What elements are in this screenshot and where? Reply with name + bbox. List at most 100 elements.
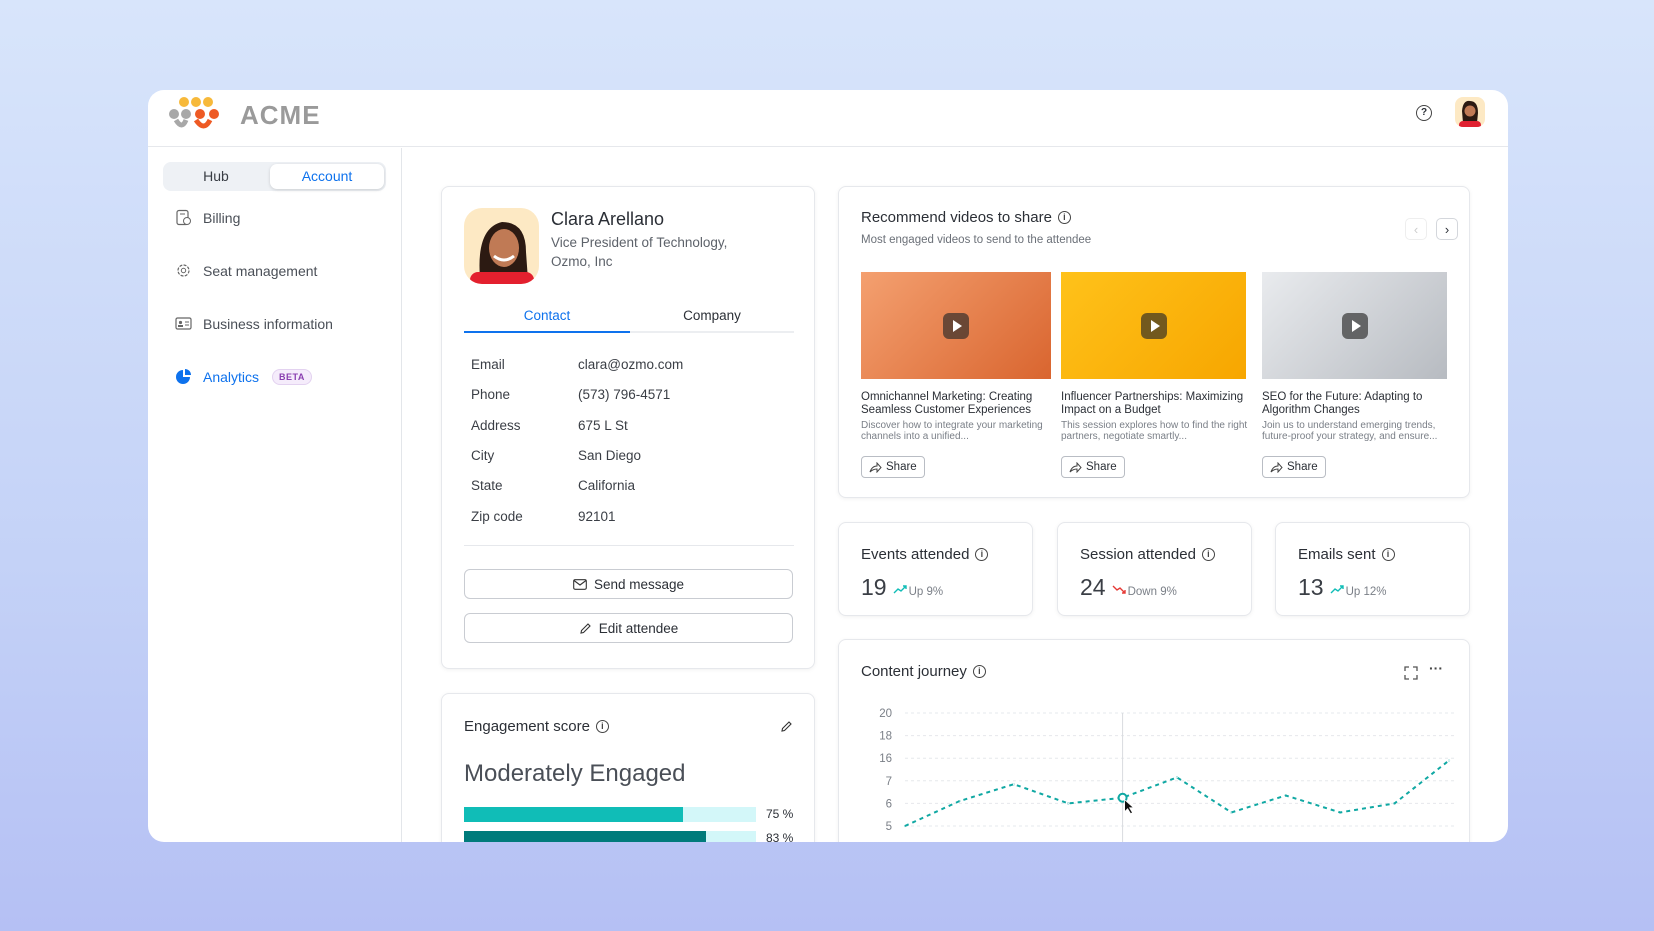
edit-attendee-button[interactable]: Edit attendee: [464, 613, 793, 643]
video-thumbnail[interactable]: [861, 272, 1051, 379]
stat-trend: Up 9%: [908, 586, 944, 598]
user-avatar[interactable]: [1455, 97, 1485, 127]
app-name: ACME: [240, 100, 321, 130]
share-label: Share: [886, 461, 917, 473]
info-icon[interactable]: i: [1057, 211, 1071, 224]
stat-title: Emails sent i: [1298, 546, 1395, 563]
attendee-name: Clara Arellano: [551, 209, 665, 229]
company-line: Ozmo, Inc: [551, 254, 613, 269]
content-journey-chart: 20 18 16 7 6 5: [879, 708, 1454, 842]
pencil-icon: [580, 622, 591, 634]
video-description: Discover how to integrate your marketing…: [861, 420, 1043, 442]
info-icon[interactable]: i: [972, 665, 986, 678]
sidebar-item-billing[interactable]: Billing: [175, 209, 240, 226]
envelope-icon: [573, 578, 587, 590]
content-journey-title: Content journey i: [861, 663, 986, 680]
share-icon: [869, 461, 882, 473]
play-icon[interactable]: [943, 312, 969, 339]
billing-icon: [176, 209, 191, 226]
app-window: ACME ? Hub Account Billing Seat manageme…: [148, 90, 1508, 842]
field-value: San Diego: [578, 447, 642, 463]
video-thumbnail[interactable]: [1262, 272, 1447, 379]
stat-value: 19: [861, 574, 887, 600]
tab-company[interactable]: Company: [683, 308, 741, 323]
info-icon[interactable]: i: [975, 548, 989, 561]
play-icon[interactable]: [1140, 312, 1167, 339]
share-button[interactable]: Share: [1262, 456, 1326, 478]
share-icon: [1069, 461, 1082, 473]
trend-up-icon: [1330, 585, 1344, 594]
trend-up-icon: [893, 585, 907, 594]
pie-chart-icon: [176, 369, 191, 384]
engagement-bar-1: [464, 807, 756, 822]
engagement-bar-fill: [464, 807, 683, 822]
field-label: City: [471, 447, 495, 463]
field-label: State: [471, 478, 503, 494]
sidebar-item-seat-management[interactable]: Seat management: [175, 262, 317, 279]
stat-value: 13: [1298, 574, 1324, 600]
edit-attendee-label: Edit attendee: [598, 620, 679, 636]
more-options-icon[interactable]: ···: [1429, 660, 1443, 676]
info-icon[interactable]: i: [1201, 548, 1215, 561]
contact-field-row: Address 675 L St: [471, 417, 628, 433]
stat-title: Events attended i: [861, 546, 989, 563]
contact-field-row: Zip code 92101: [471, 509, 616, 524]
mouse-cursor-icon: [1124, 798, 1135, 815]
sidebar-item-label: Billing: [203, 209, 241, 226]
attendee-title: Vice President of Technology, Ozmo, Inc: [551, 233, 727, 271]
engagement-pct-2: 83 %: [766, 831, 794, 842]
sidebar: Hub Account Billing Seat management Busi…: [148, 148, 402, 842]
tab-account[interactable]: Account: [270, 164, 384, 189]
share-button[interactable]: Share: [1061, 456, 1125, 478]
attendee-avatar: [464, 208, 539, 284]
sidebar-item-analytics[interactable]: Analytics BETA: [175, 368, 312, 385]
pencil-icon[interactable]: [780, 720, 793, 733]
tab-contact[interactable]: Contact: [464, 308, 630, 333]
field-label: Address: [471, 417, 521, 433]
stat-value: 24: [1080, 574, 1106, 600]
recommended-videos-card: Recommend videos to share i Most engaged …: [838, 186, 1470, 498]
hub-account-toggle: Hub Account: [163, 162, 386, 191]
prev-button[interactable]: ‹: [1405, 218, 1427, 240]
expand-icon[interactable]: [1404, 666, 1418, 680]
series-line: [904, 759, 1450, 827]
contact-field-row: State California: [471, 478, 635, 494]
tab-hub[interactable]: Hub: [203, 168, 229, 184]
stat-trend: Up 12%: [1345, 586, 1387, 598]
content-journey-card: Content journey i ··· 20 18 16 7 6 5: [838, 639, 1470, 842]
id-card-icon: [175, 317, 192, 330]
video-description: This session explores how to find the ri…: [1061, 420, 1248, 442]
field-label: Email: [471, 357, 505, 372]
y-tick-label: 6: [886, 798, 892, 810]
field-value: 675 L St: [578, 417, 628, 433]
contact-field-row: Phone (573) 796-4571: [471, 387, 670, 403]
stat-title-text: Events attended: [861, 546, 970, 563]
send-message-button[interactable]: Send message: [464, 569, 793, 599]
video-description: Join us to understand emerging trends, f…: [1262, 420, 1438, 442]
engagement-bar-2: [464, 831, 756, 842]
stat-value-row: 13 Up 12%: [1298, 574, 1387, 601]
video-title[interactable]: Omnichannel Marketing: Creating Seamless…: [861, 391, 1033, 416]
video-title[interactable]: Influencer Partnerships: Maximizing Impa…: [1061, 391, 1244, 416]
play-icon[interactable]: [1341, 312, 1368, 339]
y-tick-label: 18: [879, 731, 892, 743]
contact-field-row: City San Diego: [471, 447, 641, 463]
next-button[interactable]: ›: [1436, 218, 1458, 240]
field-value: 92101: [578, 508, 616, 524]
video-title[interactable]: SEO for the Future: Adapting to Algorith…: [1262, 391, 1423, 416]
video-thumbnail[interactable]: [1061, 272, 1246, 379]
info-icon[interactable]: i: [1381, 548, 1395, 561]
y-tick-label: 20: [879, 708, 892, 720]
sidebar-item-business-information[interactable]: Business information: [175, 315, 333, 332]
field-label: Phone: [471, 387, 511, 403]
engagement-bar-fill: [464, 831, 707, 842]
stat-title-text: Session attended: [1080, 546, 1196, 563]
beta-badge: BETA: [272, 368, 312, 385]
field-value: California: [578, 478, 636, 494]
stat-title-text: Emails sent: [1298, 546, 1376, 563]
info-icon[interactable]: i: [595, 720, 609, 733]
share-button[interactable]: Share: [861, 456, 925, 478]
engagement-level: Moderately Engaged: [464, 760, 686, 787]
contact-field-row: Email clara@ozmo.com: [471, 357, 683, 372]
help-icon[interactable]: ?: [1416, 105, 1432, 121]
